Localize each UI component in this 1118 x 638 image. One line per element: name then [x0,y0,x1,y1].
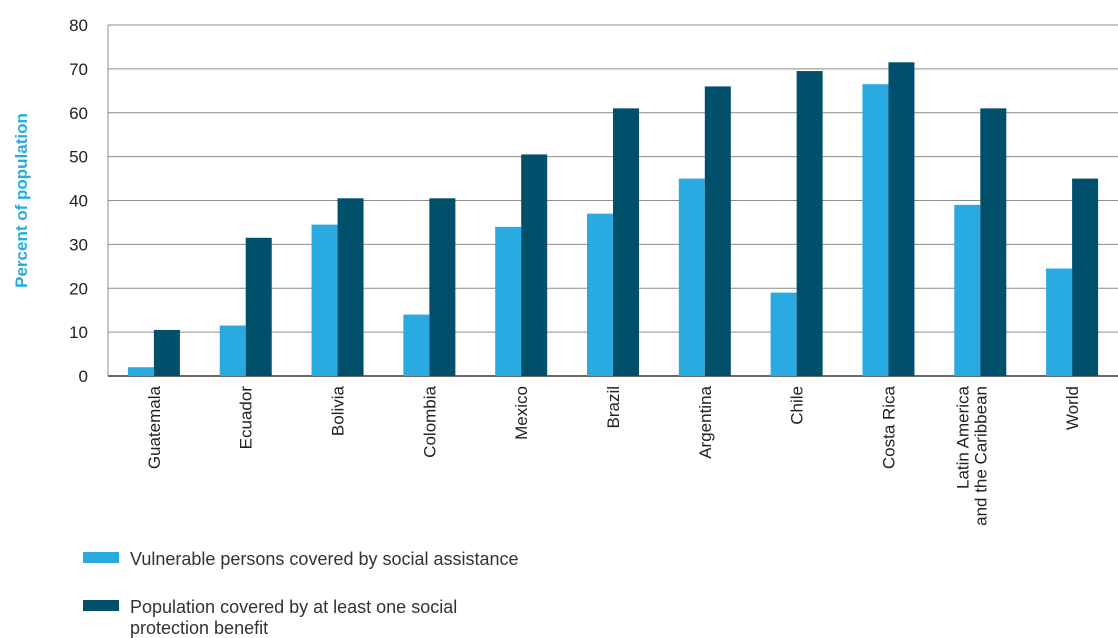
x-tick-label: World [1063,386,1082,430]
y-tick-label: 10 [69,323,88,342]
x-tick-label-line: World [1063,386,1082,430]
bar-social-protection [980,108,1007,377]
bar-social-assistance [311,224,338,376]
bar-social-assistance [678,178,705,376]
x-tick-label-line: Brazil [604,386,623,429]
x-tick-label: Mexico [512,386,531,440]
x-tick-label: Latin America and the Caribbean [953,385,990,525]
x-tick-label-line: Chile [788,386,807,425]
bar-social-assistance [127,367,154,376]
x-tick-label: Guatemala [145,385,164,469]
bar-social-protection [1072,178,1099,376]
y-tick-label: 60 [69,104,88,123]
bar-social-assistance [770,292,797,376]
bar-social-protection [521,154,548,376]
bar-social-protection [153,329,180,376]
bar-social-assistance [495,226,522,376]
bar-social-protection [429,198,456,376]
bar-social-assistance [587,213,613,376]
y-tick-label: 30 [69,235,88,254]
y-tick-labels: 0 10 20 30 40 50 60 70 80 [69,16,88,386]
legend-label: protection benefit [130,618,268,638]
x-tick-label-line: Guatemala [145,385,164,469]
bar-social-protection [245,237,272,376]
y-tick-label: 80 [69,16,88,35]
legend: Vulnerable persons covered by social ass… [83,549,519,638]
bar-social-protection [796,71,823,376]
x-tick-label: Colombia [420,385,439,457]
bar-social-assistance [954,204,981,376]
x-tick-label-line: Latin America [953,385,972,489]
x-tick-label: Chile [788,386,807,425]
y-axis-label: Percent of population [12,113,31,288]
legend-label: Vulnerable persons covered by social ass… [130,549,519,569]
x-tick-label-line: Ecuador [237,386,256,450]
bar-social-protection [888,62,915,376]
x-tick-label-line: Argentina [696,385,715,458]
bar-social-protection [337,198,364,376]
x-tick-label: Bolivia [329,385,348,436]
x-tick-label-line: Costa Rica [879,385,898,469]
y-tick-label: 70 [69,60,88,79]
y-tick-label: 20 [69,279,88,298]
bar-social-assistance [219,325,246,376]
y-tick-label: 0 [79,367,88,386]
x-tick-label-line: Colombia [420,385,439,457]
bar-social-protection [613,108,639,377]
x-tick-label: Costa Rica [879,385,898,469]
bar-social-assistance [862,84,889,376]
x-tick-label-line: and the Caribbean [971,386,990,526]
x-tick-label: Ecuador [237,386,256,450]
x-tick-label-line: Bolivia [329,385,348,436]
bar-social-protection [704,86,731,377]
y-tick-label: 40 [69,192,88,211]
legend-swatch [83,600,119,611]
bar-social-assistance [1046,268,1073,376]
x-tick-label-line: Mexico [512,386,531,440]
bars [127,62,1099,377]
y-tick-label: 50 [69,148,88,167]
bar-social-assistance [403,314,430,376]
x-tick-labels: Guatemala Ecuador Bolivia Colombia Mexico Bra… [145,385,1082,525]
legend-swatch [83,552,119,563]
legend-item: Vulnerable persons covered by social ass… [83,549,519,569]
legend-item: Population covered by at least one socia… [83,597,457,638]
x-tick-label: Argentina [696,385,715,458]
legend-label: Population covered by at least one socia… [130,597,457,617]
x-tick-label: Brazil [604,386,623,429]
